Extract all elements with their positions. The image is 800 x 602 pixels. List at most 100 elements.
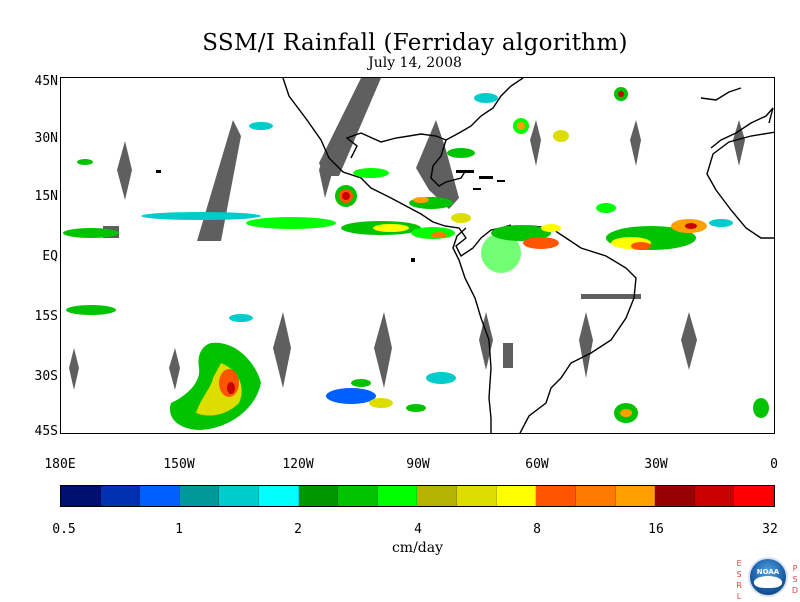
rain-cell: [620, 409, 632, 417]
lat-label-15n: 15N: [34, 189, 58, 204]
rain-cell: [326, 388, 376, 404]
logo-letter: P: [792, 564, 798, 573]
lat-label-15s: 15S: [34, 309, 58, 324]
swath-diamond: [681, 312, 697, 370]
map-canvas: [63, 78, 774, 433]
rain-cell: [481, 233, 521, 273]
swath-diamond: [630, 120, 641, 166]
rain-cell: [491, 225, 551, 241]
colorbar-tick-4: 8: [533, 522, 541, 537]
caribbean-islands: [156, 170, 505, 262]
swath-strip: [416, 120, 459, 209]
rain-cell: [517, 122, 525, 130]
rain-cell: [229, 314, 253, 322]
colorbar-swatch: [615, 486, 656, 506]
lon-label-90w: 90W: [406, 457, 430, 472]
colorbar-tick-1: 1: [175, 522, 183, 537]
colorbar-swatch: [259, 486, 299, 506]
rain-south-patches: [66, 122, 769, 423]
rain-cell: [431, 232, 447, 238]
rain-eastern-pacific-itcz: [63, 212, 455, 239]
swath-diamond: [273, 312, 291, 388]
rain-cell: [631, 242, 651, 250]
coast-greenland: [710, 107, 774, 149]
swath-diamond: [479, 312, 493, 370]
colorbar-swatch: [219, 486, 260, 506]
logo-letter: E: [736, 559, 742, 568]
logo-letter: D: [791, 586, 799, 595]
colorbar-swatch: [298, 486, 339, 506]
rain-cell: [413, 197, 429, 203]
swath-diamond: [374, 312, 392, 388]
rain-cell: [618, 91, 624, 97]
colorbar-swatch: [457, 486, 497, 506]
island: [456, 170, 474, 173]
colorbar-swatch: [417, 486, 458, 506]
lat-label-eq: EQ: [42, 249, 58, 264]
rain-cell: [451, 213, 471, 223]
coast-europe: [700, 87, 742, 101]
coast-north-america: [282, 78, 512, 258]
swath-strip: [197, 120, 241, 241]
rainfall-patches: [63, 87, 769, 430]
coast-south-america-east: [500, 225, 637, 433]
rain-cell: [66, 305, 116, 315]
island: [497, 180, 505, 182]
logo-letter: S: [792, 575, 798, 584]
colorbar-swatch: [536, 486, 576, 506]
logo-letter: S: [736, 570, 742, 579]
island: [411, 258, 415, 262]
colorbar-swatch: [140, 486, 180, 506]
coast-africa: [706, 131, 774, 239]
rain-cell: [246, 217, 336, 229]
rain-cell: [353, 168, 389, 178]
logo-bird-shape: [754, 576, 782, 588]
colorbar-tick-2: 2: [294, 522, 302, 537]
colorbar-swatch: [338, 486, 378, 506]
rain-cell: [63, 228, 119, 238]
lon-label-180e: 180E: [44, 457, 76, 472]
no-data-swaths: [69, 78, 745, 390]
rain-central-america: [353, 168, 471, 223]
swath-diamond: [319, 150, 333, 198]
lon-label-60w: 60W: [525, 457, 549, 472]
colorbar-swatch: [496, 486, 537, 506]
chart-date: July 14, 2008: [368, 55, 462, 71]
colorbar-tick-3: 4: [414, 522, 422, 537]
rain-cell: [351, 379, 371, 387]
lon-label-150w: 150W: [163, 457, 195, 472]
chart-title: SSM/I Rainfall (Ferriday algorithm): [202, 30, 628, 56]
swath-diamond: [733, 120, 745, 166]
rain-cell: [369, 398, 393, 408]
rain-cell: [373, 224, 409, 232]
rainfall-map: [60, 77, 775, 434]
coastlines: [282, 78, 774, 433]
noaa-emblem-icon: NOAA: [748, 557, 788, 597]
colorbar-tick-6: 32: [762, 522, 778, 537]
swath-diamond: [530, 120, 541, 166]
rain-cell: [342, 192, 350, 200]
rain-atlantic-itcz: [596, 203, 733, 250]
lat-label-30s: 30S: [34, 369, 58, 384]
rain-cell: [411, 227, 455, 239]
logo-letter: L: [736, 592, 742, 601]
coast-florida-east: [445, 78, 524, 141]
colorbar-swatch: [694, 486, 735, 506]
swath-strip: [319, 78, 381, 176]
island: [156, 170, 161, 173]
lon-label-120w: 120W: [282, 457, 314, 472]
rain-cell: [596, 203, 616, 213]
colorbar-swatch: [61, 486, 101, 506]
coast-south-america: [452, 227, 492, 433]
colorbar-swatch: [655, 486, 695, 506]
colorbar-tick-0: 0.5: [52, 522, 76, 537]
rain-cell: [541, 224, 561, 232]
swath-patch: [503, 343, 513, 368]
rain-north-atlantic: [447, 87, 628, 158]
rain-cell: [685, 223, 697, 229]
logo-letter: R: [736, 581, 742, 590]
logo-circle-text: NOAA: [756, 568, 780, 576]
swath-diamond: [69, 348, 79, 390]
